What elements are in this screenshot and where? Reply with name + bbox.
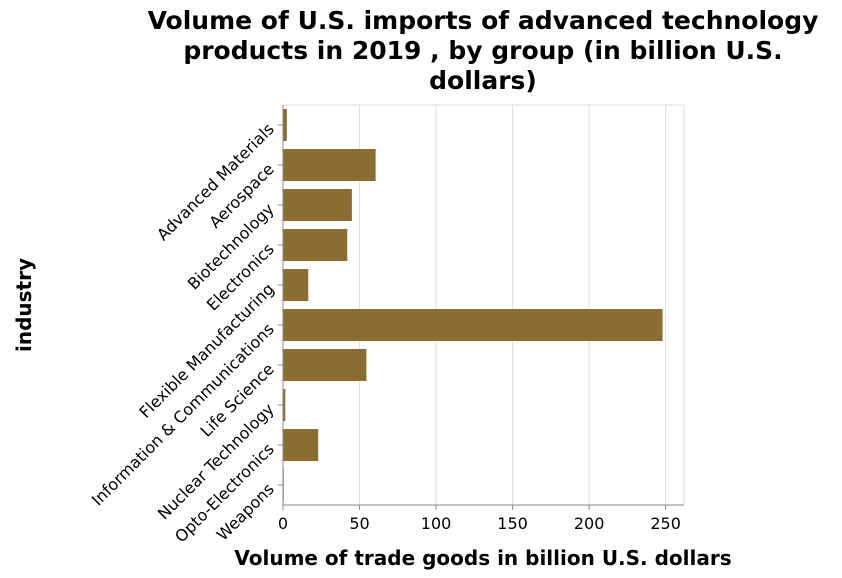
x-tick-label: 100	[421, 514, 452, 533]
x-tick-label: 150	[497, 514, 528, 533]
chart-title: Volume of U.S. imports of advanced techn…	[148, 6, 819, 95]
x-tick-label: 200	[574, 514, 605, 533]
x-tick-label: 250	[650, 514, 681, 533]
title-line: dollars)	[429, 66, 537, 95]
bar	[283, 309, 663, 341]
bar	[283, 429, 319, 461]
bar	[283, 149, 376, 181]
x-tick-labels: 0 50 100 150 200 250	[278, 505, 681, 533]
bar	[283, 229, 348, 261]
y-axis-title: industry	[12, 258, 36, 352]
bar	[283, 349, 367, 381]
bar	[283, 269, 309, 301]
bar	[283, 109, 287, 141]
title-line: products in 2019 , by group (in billion …	[183, 36, 782, 65]
bars	[283, 109, 663, 501]
bar	[283, 389, 286, 421]
title-line: Volume of U.S. imports of advanced techn…	[148, 6, 819, 35]
x-axis-title: Volume of trade goods in billion U.S. do…	[234, 546, 731, 570]
bar	[283, 189, 352, 221]
axes	[282, 105, 684, 506]
x-tick-label: 0	[278, 514, 288, 533]
x-tick-label: 50	[349, 514, 369, 533]
y-tick-labels: Advanced MaterialsAerospaceBiotechnology…	[88, 119, 283, 546]
